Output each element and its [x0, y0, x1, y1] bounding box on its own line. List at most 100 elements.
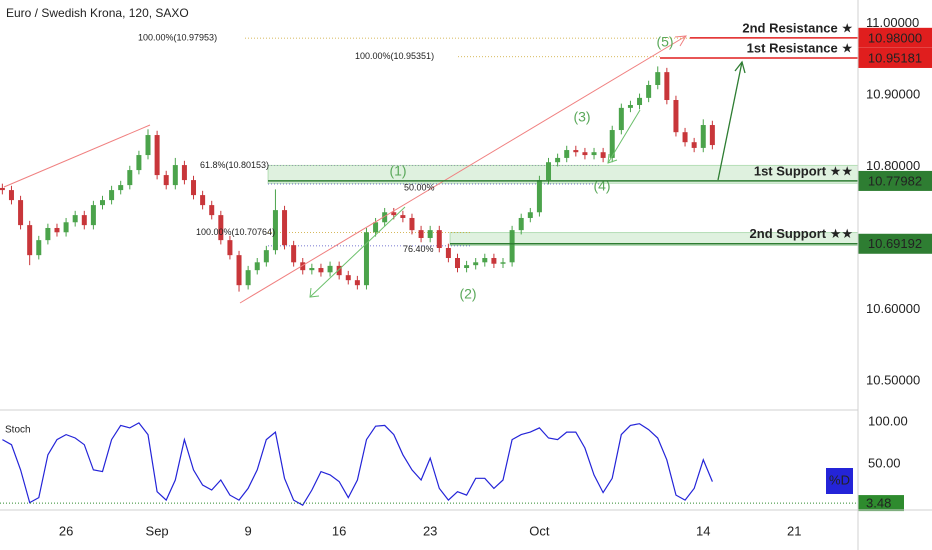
candle-body: [127, 170, 133, 186]
wave-label: (3): [573, 109, 590, 125]
fib-label: 76.40%: [403, 244, 434, 254]
level-name: 1st Resistance ★: [747, 40, 853, 55]
candle-body: [482, 258, 488, 263]
x-tick-label: 16: [332, 523, 346, 538]
candle-body: [391, 212, 397, 216]
candle-body: [527, 212, 533, 218]
candle-body: [573, 150, 579, 153]
candle-body: [309, 268, 315, 271]
candle-body: [363, 232, 369, 286]
fib-label: 61.8%(10.80153): [200, 160, 269, 170]
candle-body: [354, 280, 360, 286]
candle-body: [382, 212, 388, 223]
level-label: 10.69192: [868, 236, 922, 251]
candle-body: [609, 130, 615, 158]
candle-body: [27, 225, 33, 256]
last-value-label: 3.48: [866, 496, 891, 511]
candle-body: [254, 262, 260, 271]
trend-line: [239, 35, 687, 304]
marks-layer: [0, 66, 715, 507]
candle-body: [673, 100, 679, 133]
candle-body: [546, 162, 552, 181]
arrow-head: [607, 153, 618, 164]
candle-body: [263, 250, 269, 263]
candle-body: [181, 165, 187, 181]
wave-label: (5): [656, 34, 673, 50]
candle-body: [282, 210, 288, 246]
candle-body: [136, 155, 142, 171]
labels-layer: 100.00%(10.97953) 100.00%(10.95351) 61.8%(…: [0, 20, 932, 538]
candle-body: [145, 135, 151, 156]
arrow-head: [309, 287, 320, 298]
candle-body: [709, 125, 715, 146]
fib-label: 100.00%(10.70764): [196, 227, 275, 237]
legend-box: [826, 468, 853, 494]
fib-label: 50.00%: [404, 182, 435, 192]
candle-body: [427, 230, 433, 238]
candle-body: [618, 107, 624, 131]
level-name: 2nd Resistance ★: [742, 20, 853, 35]
stoch-line: [2, 422, 713, 507]
candle-body: [300, 262, 306, 271]
candle-body: [63, 222, 69, 233]
chart-title: Euro / Swedish Krona, 120, SAXO: [6, 6, 189, 20]
candle-body: [373, 222, 379, 233]
candle-body: [536, 180, 542, 213]
candle-body: [118, 185, 124, 191]
candle-body: [81, 215, 87, 226]
candle-body: [54, 227, 60, 233]
candle-body: [245, 270, 251, 286]
level-label-box: [858, 170, 932, 191]
candle-body: [209, 205, 215, 216]
y-tick-label: 100.00: [868, 413, 908, 428]
candle-body: [218, 215, 224, 241]
arrow-head: [674, 35, 687, 47]
candle-body: [345, 275, 351, 281]
candle-body: [191, 180, 197, 196]
fib-label: 100.00%(10.97953): [138, 33, 217, 43]
candle-body: [236, 255, 242, 286]
candle-body: [582, 152, 588, 156]
candle-body: [646, 85, 652, 98]
wave-label: (1): [389, 163, 406, 179]
candle-body: [409, 217, 415, 231]
wave-label: (2): [459, 286, 476, 302]
fib-label: 100.00%(10.95351): [355, 51, 434, 61]
y-tick-label: 11.00000: [866, 15, 919, 30]
legend-label: %D: [829, 472, 850, 487]
candle-body: [682, 132, 688, 143]
y-tick-label: 10.90000: [866, 86, 920, 101]
x-tick-label: 23: [423, 523, 437, 538]
level-label-box: [858, 233, 932, 254]
candle-body: [200, 195, 206, 206]
candle-body: [518, 217, 524, 231]
candle-body: [0, 187, 5, 191]
candle-body: [336, 265, 342, 276]
projection-arrow: [717, 61, 743, 181]
candle-body: [418, 230, 424, 238]
y-tick-label: 50.00: [868, 455, 901, 470]
candle-body: [491, 258, 497, 264]
candle-body: [291, 245, 297, 263]
level-name: 2nd Support ★★: [750, 226, 853, 241]
candle-body: [464, 265, 470, 269]
y-tick-label: 10.60000: [866, 301, 920, 316]
last-value-box: [858, 495, 904, 512]
y-tick-label: 10.80000: [866, 158, 920, 173]
y-tick-label: 10.50000: [866, 372, 920, 387]
candle-body: [555, 157, 561, 163]
candle-body: [509, 230, 515, 263]
candle-body: [18, 200, 24, 226]
candle-body: [564, 150, 570, 158]
x-tick-label: Oct: [529, 523, 550, 538]
candle-body: [99, 200, 105, 206]
candle-body: [90, 205, 96, 226]
x-tick-label: 14: [696, 523, 710, 538]
candle-body: [600, 152, 606, 158]
candle-body: [445, 248, 451, 259]
level-label: 10.98000: [868, 30, 922, 45]
candle-body: [700, 125, 706, 148]
candle-body: [227, 240, 233, 256]
